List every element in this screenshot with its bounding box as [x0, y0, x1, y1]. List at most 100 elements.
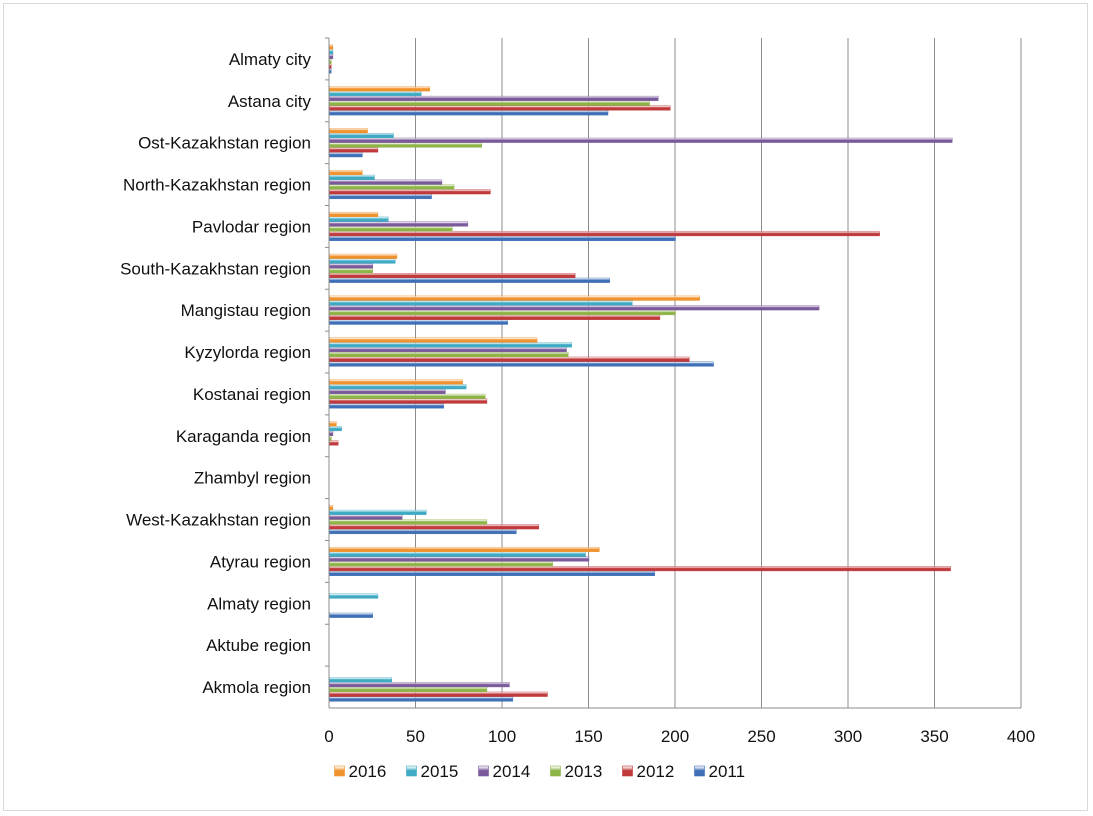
- legend-label-2012: 2012: [637, 762, 675, 781]
- bar-2015-atyrau-region: [329, 551, 586, 557]
- legend-label-2013: 2013: [565, 762, 603, 781]
- bar-2015-north-kazakhstan-region: [329, 174, 375, 180]
- category-label-akmola-region: Akmola region: [202, 678, 311, 697]
- category-label-south-kazakhstan-region: South-Kazakhstan region: [120, 259, 311, 278]
- legend-swatch-2014: [478, 765, 489, 777]
- bar-2013-akmola-region: [329, 686, 488, 692]
- bar-2012-astana-city: [329, 105, 671, 111]
- bar-2016-kostanai-region: [329, 379, 463, 385]
- legend-swatch-2013: [550, 765, 561, 777]
- bar-2011-astana-city: [329, 110, 609, 116]
- bar-2015-astana-city: [329, 91, 422, 97]
- bar-2011-north-kazakhstan-region: [329, 194, 432, 200]
- bar-2014-south-kazakhstan-region: [329, 263, 373, 269]
- bar-2013-west-kazakhstan-region: [329, 519, 488, 525]
- chart-frame: Akmola region Aktube region Almaty region A…: [3, 3, 1088, 811]
- bar-2012-south-kazakhstan-region: [329, 273, 576, 279]
- bar-2016-ost-kazakhstan-region: [329, 128, 368, 134]
- bar-2011-kostanai-region: [329, 403, 444, 409]
- category-label-west-kazakhstan-region: West-Kazakhstan region: [126, 511, 311, 530]
- category-label-ost-kazakhstan-region: Ost-Kazakhstan region: [138, 134, 311, 153]
- bar-2013-south-kazakhstan-region: [329, 268, 373, 274]
- axes: [325, 37, 1021, 709]
- bar-2014-karaganda-region: [329, 430, 334, 436]
- category-label-atyrau-region: Atyrau region: [210, 552, 311, 571]
- bar-2015-akmola-region: [329, 677, 392, 683]
- x-tick-label-150: 150: [574, 727, 602, 746]
- bar-2011-atyrau-region: [329, 570, 655, 576]
- bar-2015-ost-kazakhstan-region: [329, 132, 394, 138]
- bar-2012-atyrau-region: [329, 566, 951, 572]
- legend-swatch-2012: [622, 765, 633, 777]
- category-label-karaganda-region: Karaganda region: [176, 427, 311, 446]
- bar-2011-akmola-region: [329, 696, 514, 702]
- x-tick-label-100: 100: [488, 727, 516, 746]
- category-label-mangistau-region: Mangistau region: [181, 301, 311, 320]
- bar-2013-kostanai-region: [329, 393, 486, 399]
- legend: 2016 2015 2014 2013 2012 2011: [334, 762, 745, 781]
- bar-2015-south-kazakhstan-region: [329, 258, 396, 264]
- bar-2016-west-kazakhstan-region: [329, 505, 334, 511]
- bar-2015-west-kazakhstan-region: [329, 509, 427, 515]
- bar-2013-almaty-city: [329, 58, 332, 64]
- bar-2015-pavlodar-region: [329, 216, 389, 222]
- bar-2011-almaty-city: [329, 68, 332, 74]
- bar-2012-kostanai-region: [329, 398, 488, 404]
- bar-2011-south-kazakhstan-region: [329, 277, 610, 283]
- bar-2013-atyrau-region: [329, 561, 553, 567]
- bar-2014-astana-city: [329, 95, 659, 101]
- bar-2012-akmola-region: [329, 691, 548, 697]
- bar-2014-mangistau-region: [329, 305, 820, 311]
- bar-2014-pavlodar-region: [329, 221, 469, 227]
- bars: [329, 44, 953, 702]
- legend-swatch-2016: [334, 765, 345, 777]
- bar-2012-karaganda-region: [329, 440, 339, 446]
- bar-2014-kyzylorda-region: [329, 347, 567, 353]
- bar-2011-west-kazakhstan-region: [329, 529, 517, 535]
- x-tick-labels: 0 50 100 150 200 250 300 350 400: [324, 727, 1035, 746]
- legend-label-2015: 2015: [421, 762, 459, 781]
- bar-2015-kyzylorda-region: [329, 342, 572, 348]
- bar-2015-almaty-city: [329, 49, 334, 55]
- category-label-kyzylorda-region: Kyzylorda region: [184, 343, 311, 362]
- x-tick-label-350: 350: [920, 727, 948, 746]
- bar-2014-kostanai-region: [329, 389, 446, 395]
- x-tick-label-50: 50: [406, 727, 425, 746]
- bar-2016-north-kazakhstan-region: [329, 170, 363, 176]
- x-tick-label-400: 400: [1007, 727, 1035, 746]
- bar-2016-mangistau-region: [329, 295, 700, 301]
- gridlines: [328, 38, 1022, 708]
- bar-2016-pavlodar-region: [329, 211, 379, 217]
- bar-2012-ost-kazakhstan-region: [329, 147, 379, 153]
- category-label-almaty-region: Almaty region: [207, 594, 311, 613]
- bar-2013-astana-city: [329, 100, 650, 106]
- category-label-aktube-region: Aktube region: [206, 636, 311, 655]
- category-label-kostanai-region: Kostanai region: [193, 385, 311, 404]
- legend-swatch-2011: [694, 765, 705, 777]
- bar-2013-ost-kazakhstan-region: [329, 142, 482, 148]
- x-tick-label-200: 200: [661, 727, 689, 746]
- legend-label-2014: 2014: [493, 762, 531, 781]
- bar-2016-almaty-city: [329, 44, 334, 50]
- x-tick-label-300: 300: [834, 727, 862, 746]
- legend-label-2016: 2016: [349, 762, 387, 781]
- legend-swatch-2015: [406, 765, 417, 777]
- bar-2014-atyrau-region: [329, 556, 590, 562]
- bar-2016-karaganda-region: [329, 421, 337, 427]
- bar-2011-almaty-region: [329, 612, 373, 618]
- bar-2016-kyzylorda-region: [329, 337, 538, 343]
- bar-2014-west-kazakhstan-region: [329, 514, 403, 520]
- bar-2012-north-kazakhstan-region: [329, 189, 491, 195]
- bar-2013-karaganda-region: [329, 435, 332, 441]
- category-label-zhambyl-region: Zhambyl region: [194, 469, 311, 488]
- category-label-astana-city: Astana city: [228, 92, 312, 111]
- category-label-pavlodar-region: Pavlodar region: [192, 217, 311, 236]
- category-label-north-kazakhstan-region: North-Kazakhstan region: [123, 176, 311, 195]
- bar-2015-almaty-region: [329, 593, 379, 599]
- bar-2011-pavlodar-region: [329, 235, 676, 241]
- bar-2012-almaty-city: [329, 63, 332, 69]
- bar-2016-south-kazakhstan-region: [329, 253, 398, 259]
- x-tick-label-0: 0: [324, 727, 333, 746]
- bar-2016-astana-city: [329, 86, 431, 92]
- bar-2013-north-kazakhstan-region: [329, 184, 455, 190]
